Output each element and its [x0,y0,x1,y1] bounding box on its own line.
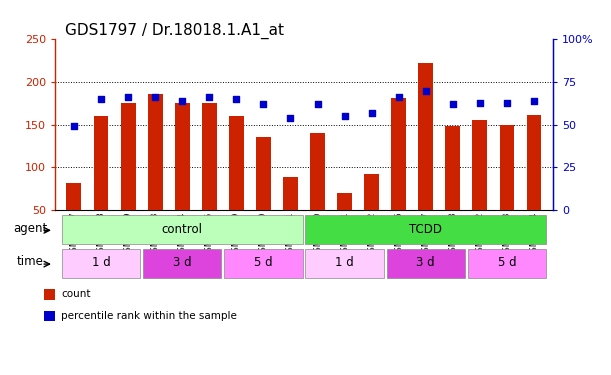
Bar [148,94,163,210]
Point [69,123,79,129]
Bar [310,133,325,210]
Bar [387,249,465,278]
Text: 1 d: 1 d [92,256,111,269]
Text: TCDD: TCDD [409,222,442,236]
Point [367,110,376,116]
Bar [337,193,352,210]
Text: 3 d: 3 d [417,256,435,269]
Bar [306,249,384,278]
Bar [527,115,541,210]
Bar [391,98,406,210]
Bar [229,116,244,210]
Bar [93,116,108,210]
Point [96,96,106,102]
Text: control: control [162,222,203,236]
Point [475,99,485,105]
Text: 3 d: 3 d [173,256,191,269]
Point [258,101,268,107]
Point [529,98,539,104]
Point [448,101,458,107]
Point [394,94,404,100]
Text: count: count [61,290,91,299]
Point [502,99,512,105]
Point [285,115,295,121]
Bar [175,102,189,210]
Bar [467,249,546,278]
Text: percentile rank within the sample: percentile rank within the sample [61,311,237,321]
Bar [445,126,460,210]
Point [204,94,214,100]
Bar [45,310,55,321]
Bar [472,120,488,210]
Point [150,94,160,100]
Point [340,113,349,119]
Text: 1 d: 1 d [335,256,354,269]
Bar [45,289,55,300]
Text: time: time [17,255,43,268]
Bar [500,124,514,210]
Bar [224,249,302,278]
Bar [364,174,379,210]
Bar [67,183,81,210]
Bar [62,249,141,278]
Point [421,88,431,94]
Bar [283,177,298,210]
Bar [202,104,217,210]
Bar [143,249,221,278]
Text: 5 d: 5 d [497,256,516,269]
Bar [256,136,271,210]
Point [232,96,241,102]
Bar [306,215,546,244]
Text: 5 d: 5 d [254,256,273,269]
Point [313,101,323,107]
Point [123,94,133,100]
Text: GDS1797 / Dr.18018.1.A1_at: GDS1797 / Dr.18018.1.A1_at [65,23,284,39]
Bar [419,63,433,210]
Bar [62,215,302,244]
Bar [120,104,136,210]
Point [177,98,187,104]
Text: agent: agent [13,222,48,235]
